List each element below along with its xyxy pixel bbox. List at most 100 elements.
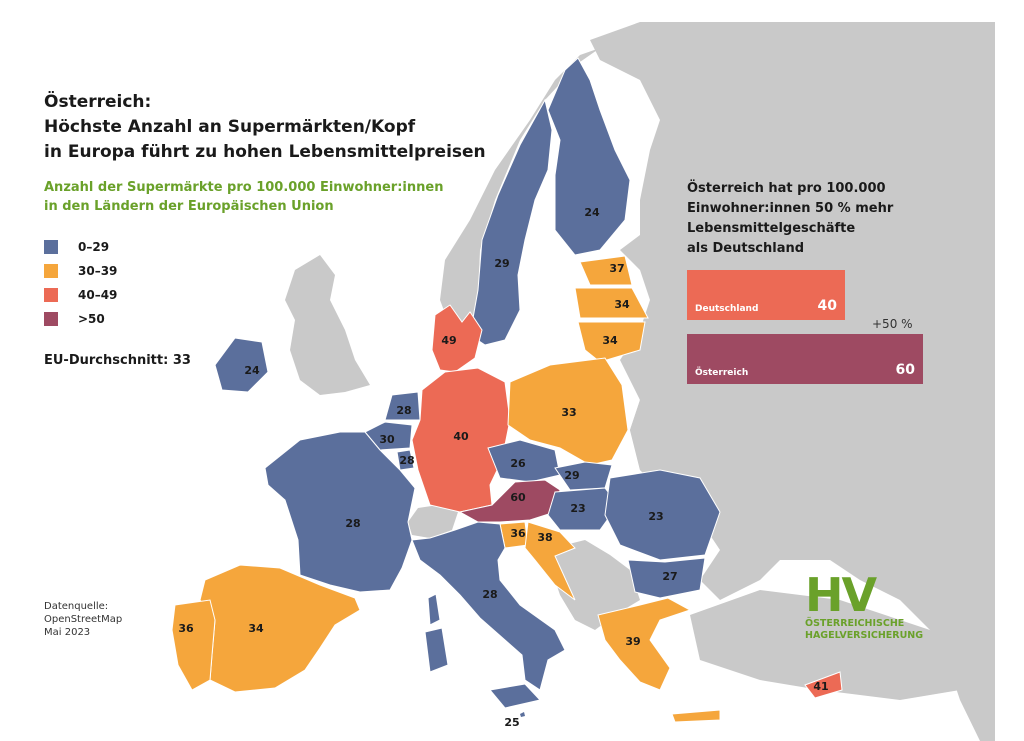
country-finland	[547, 57, 631, 256]
infographic-title: Österreich: Höchste Anzahl an Supermärkt…	[44, 90, 486, 165]
legend-label: >50	[78, 312, 105, 326]
country-denmark	[431, 304, 483, 373]
bar-value: 60	[895, 362, 915, 378]
country-luxembourg	[396, 449, 415, 471]
country-poland	[507, 357, 629, 466]
country-greece	[597, 597, 692, 691]
logo-line-2: HAGELVERSICHERUNG	[805, 630, 924, 641]
label-france: 28	[345, 517, 360, 530]
legend-label: 40–49	[78, 288, 118, 302]
legend-item: 30–39	[44, 259, 117, 283]
country-sicily	[489, 683, 541, 709]
country-bulgaria	[627, 557, 706, 599]
title-line-2: Höchste Anzahl an Supermärkten/Kopf	[44, 117, 416, 137]
label-poland: 33	[561, 406, 576, 419]
label-malta: 25	[504, 716, 519, 729]
country-hungary	[547, 487, 619, 531]
country-sardinia	[424, 627, 449, 673]
country-romania	[604, 469, 721, 561]
legend-item: 0–29	[44, 235, 117, 259]
logo-mark: HV	[805, 568, 877, 622]
legend-item: >50	[44, 307, 117, 331]
legend-label: 0–29	[78, 240, 110, 254]
label-ireland: 24	[244, 364, 260, 377]
infographic-subtitle: Anzahl der Supermärkte pro 100.000 Einwo…	[44, 178, 443, 216]
legend-swatch	[44, 288, 58, 302]
source-line-2: OpenStreetMap	[44, 614, 123, 625]
label-czechia: 26	[510, 457, 526, 470]
legend-label: 30–39	[78, 264, 118, 278]
comparison-line-1: Österreich hat pro 100.000	[687, 181, 886, 196]
bar-label: Deutschland	[695, 304, 759, 314]
bar-label: Österreich	[695, 368, 749, 378]
country-germany	[411, 367, 511, 513]
country-sweden	[469, 98, 553, 346]
land-uk	[285, 255, 370, 395]
label-sweden: 29	[494, 257, 509, 270]
country-crete	[671, 709, 721, 723]
country-corsica	[427, 593, 441, 626]
hv-logo: HV ÖSTERREICHISCHE HAGELVERSICHERUNG	[805, 572, 945, 642]
label-slovenia: 36	[510, 527, 526, 540]
label-hungary: 23	[570, 502, 585, 515]
label-portugal: 36	[178, 622, 194, 635]
increase-label: +50 %	[872, 317, 913, 331]
title-line-3: in Europa führt zu hohen Lebensmittelpre…	[44, 142, 486, 162]
label-belgium: 30	[379, 433, 395, 446]
subtitle-line-1: Anzahl der Supermärkte pro 100.000 Einwo…	[44, 180, 444, 195]
label-cyprus: 41	[813, 680, 828, 693]
country-latvia	[574, 287, 649, 319]
country-slovakia	[554, 461, 613, 491]
label-spain: 34	[248, 622, 264, 635]
comparison-text: Österreich hat pro 100.000 Einwohner:inn…	[687, 179, 893, 259]
land-turkey	[690, 590, 960, 700]
country-italy	[411, 521, 566, 691]
legend-swatch	[44, 312, 58, 326]
legend: 0–29 30–39 40–49 >50	[44, 235, 117, 331]
label-luxembourg: 28	[399, 454, 414, 467]
country-malta	[520, 712, 525, 717]
legend-swatch	[44, 240, 58, 254]
subtitle-line-2: in den Ländern der Europäischen Union	[44, 199, 334, 214]
comparison-line-3: Lebensmittelgeschäfte	[687, 221, 856, 236]
comparison-line-4: als Deutschland	[687, 241, 805, 256]
land-balkans	[545, 540, 640, 630]
bar-oesterreich: Österreich 60	[687, 334, 923, 384]
legend-item: 40–49	[44, 283, 117, 307]
label-italy: 28	[482, 588, 497, 601]
comparison-line-2: Einwohner:innen 50 % mehr	[687, 201, 894, 216]
label-germany: 40	[453, 430, 469, 443]
country-portugal	[171, 599, 216, 691]
label-lithuania: 34	[602, 334, 618, 347]
eu-average: EU-Durchschnitt: 33	[44, 353, 191, 368]
label-bulgaria: 27	[662, 570, 677, 583]
source-line-1: Datenquelle:	[44, 601, 109, 612]
label-greece: 39	[625, 635, 640, 648]
label-estonia: 37	[609, 262, 624, 275]
source-line-3: Mai 2023	[44, 627, 91, 638]
country-croatia	[524, 521, 576, 601]
label-netherlands: 28	[396, 404, 411, 417]
bar-deutschland: Deutschland 40	[687, 270, 845, 320]
country-value-labels: 24 29 37 34 34 24 49 28 30 28 40 33 26 2…	[178, 206, 828, 729]
country-ireland	[214, 337, 269, 393]
country-lithuania	[577, 321, 646, 363]
label-austria: 60	[510, 491, 526, 504]
title-line-1: Österreich:	[44, 92, 152, 112]
bar-value: 40	[817, 298, 837, 314]
land-switzerland	[408, 504, 458, 538]
label-slovakia: 29	[564, 469, 579, 482]
country-france	[264, 431, 416, 593]
land-norway	[440, 48, 600, 340]
label-latvia: 34	[614, 298, 630, 311]
country-netherlands	[384, 391, 421, 421]
label-denmark: 49	[441, 334, 456, 347]
data-source: Datenquelle: OpenStreetMap Mai 2023	[44, 600, 122, 639]
country-estonia	[579, 255, 633, 286]
label-romania: 23	[648, 510, 663, 523]
logo-line-1: ÖSTERREICHISCHE	[805, 618, 905, 629]
label-croatia: 38	[537, 531, 552, 544]
legend-swatch	[44, 264, 58, 278]
